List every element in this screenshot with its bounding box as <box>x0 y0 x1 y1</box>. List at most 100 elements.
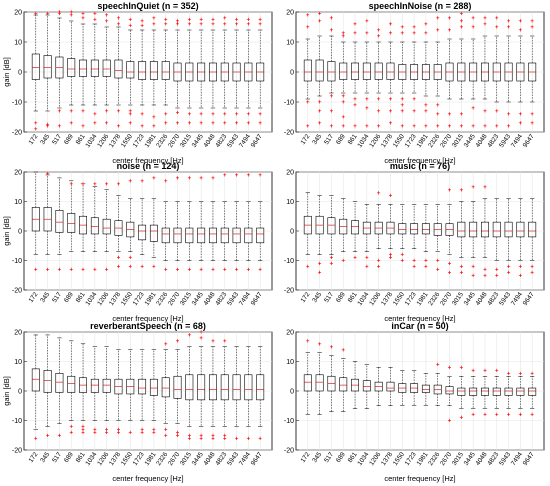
box-2670: ++ <box>173 176 182 273</box>
box-3445: + + + + <box>469 16 478 130</box>
outlier-marker: + <box>176 22 180 28</box>
outlier-marker: + <box>58 433 62 439</box>
box-iqr <box>185 227 194 244</box>
box-2326: ++ <box>433 204 442 273</box>
box-5943: ++ <box>504 198 513 276</box>
outlier-marker: + <box>247 173 251 179</box>
outlier-marker: + <box>247 22 251 28</box>
outlier-marker: + <box>495 413 499 419</box>
outlier-marker: + <box>424 103 428 109</box>
box-4823: ++ <box>220 173 229 273</box>
box-689: ++ <box>67 340 76 436</box>
outlier-marker: + <box>460 12 464 18</box>
box-1378 <box>386 367 395 406</box>
outlier-marker: + <box>483 368 487 374</box>
outlier-marker: + <box>235 121 239 127</box>
box-iqr <box>303 59 312 82</box>
outlier-marker: + <box>341 94 345 100</box>
box-iqr <box>386 381 395 392</box>
x-tick-label: 5943 <box>226 451 240 467</box>
box-1550: ++++++ <box>398 25 407 130</box>
box-1034: ++ <box>90 346 99 436</box>
box-iqr <box>90 378 99 393</box>
outlier-marker: + <box>105 13 109 19</box>
outlier-marker: + <box>164 342 168 348</box>
outlier-marker: + <box>377 109 381 115</box>
box-2326: + <box>433 363 442 406</box>
x-tick-label: 172 <box>299 291 311 304</box>
box-iqr <box>480 387 489 396</box>
outlier-marker: + <box>377 28 381 34</box>
x-tick-label: 1034 <box>84 451 98 467</box>
outlier-marker: + <box>258 436 262 442</box>
outlier-marker: + <box>377 97 381 103</box>
outlier-marker: + <box>471 106 475 112</box>
box-345: + <box>43 334 52 439</box>
outlier-marker: + <box>460 188 464 194</box>
x-tick-label: 9647 <box>522 451 536 467</box>
outlier-marker: + <box>129 430 133 436</box>
box-iqr <box>138 224 147 241</box>
box-689: + <box>339 348 348 412</box>
outlier-marker: + <box>34 127 38 133</box>
box-345: ++ <box>315 195 324 276</box>
outlier-marker: + <box>530 25 534 31</box>
outlier-marker: + <box>412 265 416 271</box>
x-tick-label: 7494 <box>238 451 252 467</box>
x-tick-label: 689 <box>63 291 75 304</box>
box-2670: +++ <box>173 339 182 439</box>
x-tick-label: 5943 <box>498 451 512 467</box>
outlier-marker: + <box>306 13 310 19</box>
x-tick-label: 2326 <box>427 133 441 149</box>
outlier-marker: + <box>188 176 192 182</box>
x-tick-label: 517 <box>51 451 63 464</box>
outlier-marker: + <box>436 103 440 109</box>
outlier-marker: + <box>306 265 310 271</box>
y-axis-label: gain [dB] <box>2 376 11 406</box>
box-1206 <box>374 367 383 406</box>
outlier-marker: + <box>117 124 121 130</box>
box-3015: ++++ <box>185 18 194 127</box>
outlier-marker: + <box>353 97 357 103</box>
outlier-marker: + <box>471 368 475 374</box>
outlier-marker: + <box>81 267 85 273</box>
outlier-marker: + <box>519 28 523 34</box>
box-iqr <box>161 377 170 398</box>
outlier-marker: + <box>176 176 180 182</box>
x-axis-label: center frequency [Hz] <box>384 474 455 483</box>
outlier-marker: + <box>58 10 62 16</box>
box-iqr <box>492 221 501 238</box>
y-tick-label: 20 <box>14 9 22 16</box>
box-861: +++++ <box>351 22 360 130</box>
outlier-marker: + <box>460 270 464 276</box>
x-tick-label: 4048 <box>203 291 217 307</box>
x-tick-label: 345 <box>311 291 323 304</box>
outlier-marker: + <box>519 265 523 271</box>
outlier-marker: + <box>176 433 180 439</box>
outlier-marker: + <box>199 18 203 24</box>
box-172: + + + + <box>303 13 312 130</box>
outlier-marker: + <box>507 270 511 276</box>
outlier-marker: + <box>46 433 50 439</box>
box-iqr <box>43 55 52 79</box>
outlier-marker: + <box>117 16 121 22</box>
y-tick-label: -20 <box>12 287 22 294</box>
box-4048: ++++ <box>208 18 217 127</box>
outlier-marker: + <box>69 267 73 273</box>
outlier-marker: + <box>448 16 452 22</box>
outlier-marker: + <box>460 124 464 130</box>
outlier-marker: + <box>105 430 109 436</box>
box-iqr <box>102 59 111 77</box>
box-2670: ++ <box>445 366 454 425</box>
box-iqr <box>220 227 229 244</box>
y-tick-label: -20 <box>284 287 294 294</box>
chart-title: music (n = 76) <box>390 161 450 171</box>
outlier-marker: + <box>164 18 168 24</box>
outlier-marker: + <box>176 19 180 25</box>
outlier-marker: + <box>483 109 487 115</box>
outlier-marker: + <box>164 433 168 439</box>
box-861: ++++ <box>79 12 88 130</box>
outlier-marker: + <box>117 265 121 271</box>
outlier-marker: + <box>211 112 215 118</box>
